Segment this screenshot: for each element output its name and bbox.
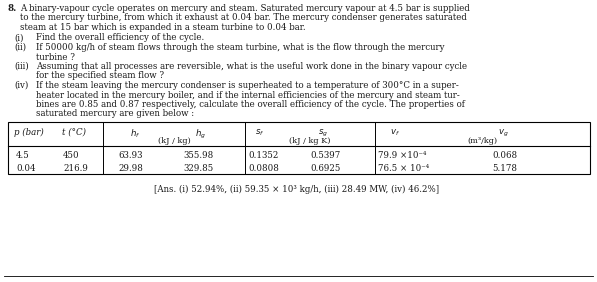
Bar xyxy=(8,122,590,174)
Text: 0.068: 0.068 xyxy=(492,151,517,160)
Text: Find the overall efficiency of the cycle.: Find the overall efficiency of the cycle… xyxy=(36,34,204,43)
Text: saturated mercury are given below :: saturated mercury are given below : xyxy=(36,109,194,118)
Text: [Ans. (i) 52.94%, (ii) 59.35 × 10³ kg/h, (iii) 28.49 MW, (iv) 46.2%]: [Ans. (i) 52.94%, (ii) 59.35 × 10³ kg/h,… xyxy=(155,185,439,194)
Text: If 50000 kg/h of steam flows through the steam turbine, what is the flow through: If 50000 kg/h of steam flows through the… xyxy=(36,43,445,52)
Text: 0.6925: 0.6925 xyxy=(310,164,340,173)
Text: If the steam leaving the mercury condenser is superheated to a temperature of 30: If the steam leaving the mercury condens… xyxy=(36,81,458,90)
Text: $h_f$: $h_f$ xyxy=(130,128,140,140)
Text: 79.9 ×10⁻⁴: 79.9 ×10⁻⁴ xyxy=(378,151,426,160)
Text: bines are 0.85 and 0.87 respectively, calculate the overall efficiency of the cy: bines are 0.85 and 0.87 respectively, ca… xyxy=(36,100,465,109)
Text: Assuming that all processes are reversible, what is the useful work done in the : Assuming that all processes are reversib… xyxy=(36,62,467,71)
Text: $v_f$: $v_f$ xyxy=(390,128,400,138)
Text: 355.98: 355.98 xyxy=(183,151,213,160)
Text: (iii): (iii) xyxy=(14,62,29,71)
Text: (ii): (ii) xyxy=(14,43,26,52)
Text: 0.1352: 0.1352 xyxy=(248,151,278,160)
Text: 63.93: 63.93 xyxy=(118,151,143,160)
Text: 4.5: 4.5 xyxy=(16,151,30,160)
Text: 329.85: 329.85 xyxy=(183,164,213,173)
Text: steam at 15 bar which is expanded in a steam turbine to 0.04 bar.: steam at 15 bar which is expanded in a s… xyxy=(20,23,306,32)
Text: heater located in the mercury boiler, and if the internal efficiencies of the me: heater located in the mercury boiler, an… xyxy=(36,91,460,100)
Text: 76.5 × 10⁻⁴: 76.5 × 10⁻⁴ xyxy=(378,164,429,173)
Text: to the mercury turbine, from which it exhaust at 0.04 bar. The mercury condenser: to the mercury turbine, from which it ex… xyxy=(20,14,467,23)
Text: for the specified steam flow ?: for the specified steam flow ? xyxy=(36,72,164,80)
Text: p (bar): p (bar) xyxy=(14,128,44,137)
Text: $h_g$: $h_g$ xyxy=(195,128,206,141)
Text: $s_g$: $s_g$ xyxy=(318,128,328,139)
Text: (iv): (iv) xyxy=(14,81,29,90)
Text: 5.178: 5.178 xyxy=(492,164,517,173)
Text: (m³/kg): (m³/kg) xyxy=(467,137,497,145)
Text: 450: 450 xyxy=(63,151,79,160)
Text: 0.0808: 0.0808 xyxy=(248,164,279,173)
Text: (kJ / kg K): (kJ / kg K) xyxy=(290,137,331,145)
Text: $v_g$: $v_g$ xyxy=(498,128,509,139)
Text: 0.5397: 0.5397 xyxy=(310,151,340,160)
Text: A binary-vapour cycle operates on mercury and steam. Saturated mercury vapour at: A binary-vapour cycle operates on mercur… xyxy=(20,4,470,13)
Text: $s_f$: $s_f$ xyxy=(255,128,264,138)
Text: 8.: 8. xyxy=(8,4,17,13)
Text: t (°C): t (°C) xyxy=(62,128,86,137)
Text: 0.04: 0.04 xyxy=(16,164,35,173)
Text: 29.98: 29.98 xyxy=(118,164,143,173)
Text: (kJ / kg): (kJ / kg) xyxy=(158,137,190,145)
Text: 216.9: 216.9 xyxy=(63,164,88,173)
Text: turbine ?: turbine ? xyxy=(36,52,75,61)
Text: (i): (i) xyxy=(14,34,23,43)
